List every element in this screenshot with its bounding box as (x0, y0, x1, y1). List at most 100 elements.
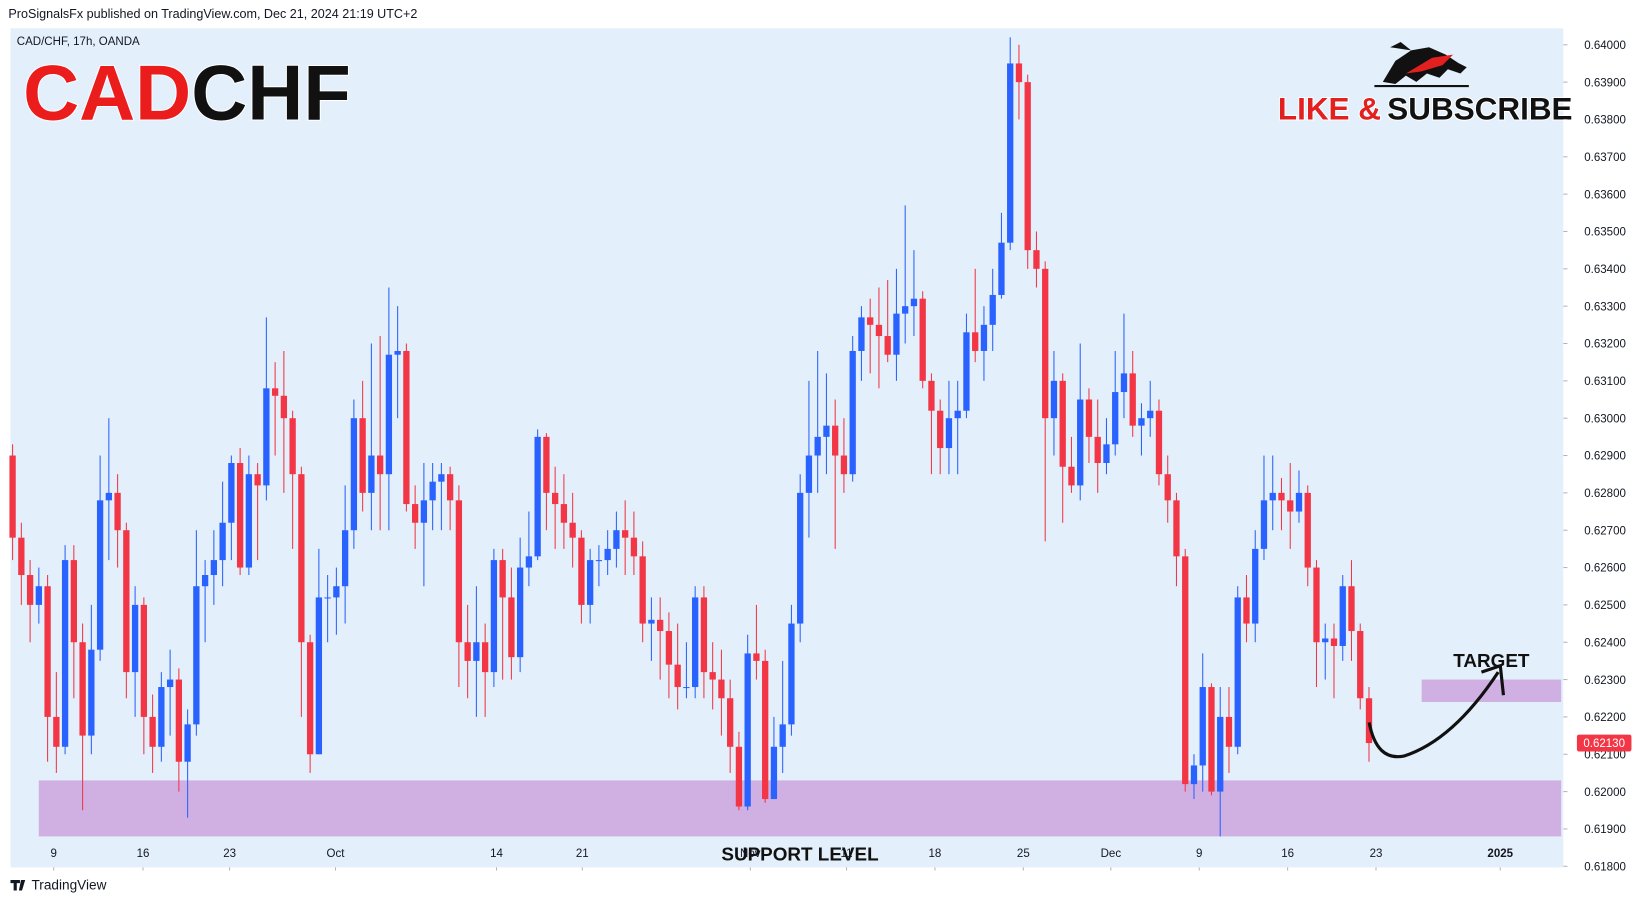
candle-body (639, 556, 646, 624)
candle-body (980, 324, 988, 351)
candle-body (1217, 716, 1224, 792)
candle-body (560, 504, 568, 523)
candle-body (910, 298, 918, 307)
candle-body (1330, 638, 1338, 646)
candle-body (919, 298, 926, 381)
last-price-badge (1576, 734, 1632, 752)
candle-body (438, 474, 445, 482)
candle-body (490, 560, 498, 673)
y-tick-label: 0.62100 (1584, 749, 1626, 761)
candle-body (1234, 597, 1241, 747)
candle-body (481, 642, 489, 673)
candle-body (1313, 567, 1320, 643)
candle-body (1322, 638, 1329, 643)
candle-body (359, 418, 366, 493)
candle-body (902, 306, 909, 314)
candle-body (1339, 586, 1346, 646)
candle-body (429, 481, 436, 501)
candle-body (797, 492, 804, 624)
candle-body (446, 474, 454, 501)
candle-body (648, 619, 655, 624)
candle-body (1348, 586, 1355, 632)
candle-body (674, 664, 681, 688)
candle-body (166, 679, 174, 688)
x-tick-label: 21 (576, 848, 589, 860)
candle-body (26, 575, 34, 605)
y-tick-label: 0.63900 (1584, 77, 1626, 89)
candle-body (315, 597, 323, 755)
candle-body (1252, 548, 1259, 624)
support-zone (38, 780, 1562, 837)
candle-body (709, 672, 716, 680)
candle-body (770, 746, 778, 800)
candle-body (630, 537, 638, 557)
x-tick-label: 23 (223, 848, 236, 860)
candle-body (1147, 410, 1154, 419)
candle-body (473, 642, 480, 661)
candle-body (552, 492, 559, 505)
candle-body (280, 395, 288, 419)
promo-left: LIKE & (1278, 92, 1381, 127)
candle-body (884, 336, 891, 355)
candle-body (727, 698, 734, 747)
candle-body (823, 425, 830, 437)
plot-area (10, 28, 1564, 868)
candle-body (1120, 373, 1128, 393)
target-zone-label: TARGET (1453, 651, 1530, 672)
candle-body (140, 604, 148, 717)
candle-body (604, 548, 611, 561)
x-tick-label: 16 (1281, 848, 1294, 860)
candle-body (333, 586, 340, 598)
candle-body (35, 586, 42, 605)
symbol-info: CAD/CHF, 17h, OANDA (17, 36, 140, 48)
candle-body (998, 242, 1005, 295)
candle-body (1304, 492, 1311, 568)
candle-body (455, 500, 463, 643)
candle-body (44, 586, 51, 717)
candle-body (858, 317, 865, 351)
candle-body (1278, 492, 1285, 501)
y-tick-label: 0.61900 (1584, 824, 1626, 836)
big-title: CADCHF (23, 51, 351, 137)
x-tick-label: Nov (740, 848, 761, 860)
candle-body (972, 332, 979, 351)
candle-body (1365, 698, 1373, 744)
candle-body (867, 317, 874, 325)
candle-body (1287, 500, 1294, 512)
candle-body (1182, 556, 1189, 785)
candle-body (788, 623, 795, 725)
candle-body (96, 500, 104, 650)
candle-body (1164, 474, 1171, 501)
x-tick-label: 2025 (1487, 848, 1513, 860)
published-line: ProSignalsFx published on TradingView.co… (8, 7, 417, 21)
candle-body (105, 492, 113, 501)
title-right: CHF (191, 51, 351, 137)
candle-body (53, 716, 60, 747)
y-tick-label: 0.62700 (1584, 525, 1626, 537)
x-tick-label: 9 (1196, 848, 1202, 860)
candle-body (945, 418, 953, 449)
y-tick-label: 0.63800 (1584, 115, 1626, 127)
candle-body (805, 455, 813, 493)
y-tick-label: 0.62000 (1584, 787, 1626, 799)
candle-body (9, 455, 16, 538)
candle-body (376, 455, 384, 475)
candle-body (114, 492, 121, 531)
x-tick-label: Oct (327, 848, 346, 860)
candle-body (1103, 444, 1110, 463)
title-left: CAD (23, 51, 191, 137)
candle-body (1155, 410, 1163, 475)
y-tick-label: 0.63500 (1584, 227, 1626, 239)
candle-body (578, 537, 585, 605)
candle-body (219, 522, 226, 561)
y-tick-label: 0.63000 (1584, 413, 1626, 425)
x-tick-label: 14 (490, 848, 503, 860)
footer-brand: TradingView (31, 877, 106, 892)
candle-body (657, 619, 664, 632)
candle-body (735, 746, 743, 807)
bull-logo (1374, 42, 1469, 88)
promo-text: LIKE & SUBSCRIBE (1278, 92, 1573, 127)
candle-body (840, 455, 848, 475)
candle-body (1129, 373, 1136, 426)
candle-body (1068, 466, 1075, 486)
